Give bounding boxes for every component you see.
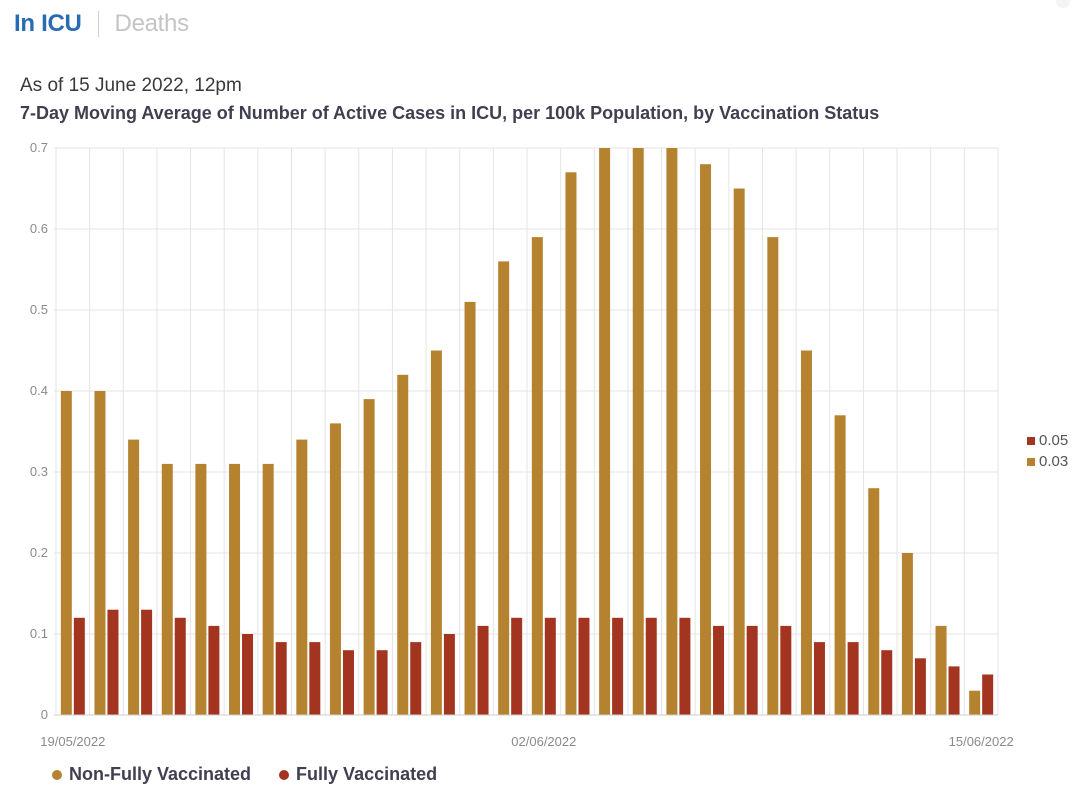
bar-non-fully-vaccinated	[464, 301, 476, 715]
side-legend-row: 0.05	[1027, 430, 1068, 451]
bar-fully-vaccinated	[208, 625, 220, 715]
bar-non-fully-vaccinated	[666, 148, 678, 715]
legend-dot-non-fully	[52, 769, 62, 780]
bar-non-fully-vaccinated	[969, 690, 981, 715]
bar-fully-vaccinated	[544, 617, 556, 715]
y-tick-label: 0.3	[30, 464, 48, 479]
bar-non-fully-vaccinated	[565, 172, 577, 716]
bar-non-fully-vaccinated	[632, 148, 644, 715]
bar-non-fully-vaccinated	[229, 463, 241, 715]
bar-fully-vaccinated	[982, 674, 994, 715]
as-of-date: As of 15 June 2022, 12pm	[20, 75, 242, 96]
corner-indicator	[1056, 0, 1070, 8]
bar-fully-vaccinated	[511, 617, 523, 715]
bar-fully-vaccinated	[107, 609, 119, 715]
bar-non-fully-vaccinated	[599, 148, 611, 715]
bar-non-fully-vaccinated	[195, 463, 207, 715]
bar-non-fully-vaccinated	[94, 391, 106, 715]
bar-non-fully-vaccinated	[531, 237, 543, 715]
bar-non-fully-vaccinated	[935, 625, 947, 715]
bar-fully-vaccinated	[410, 642, 422, 715]
y-tick-label: 0.1	[30, 626, 48, 641]
bar-fully-vaccinated	[881, 650, 893, 715]
y-tick-label: 0.4	[30, 383, 48, 398]
side-legend-row: 0.03	[1027, 451, 1068, 472]
bar-fully-vaccinated	[275, 642, 287, 715]
bar-fully-vaccinated	[443, 634, 455, 715]
bar-fully-vaccinated	[174, 617, 186, 715]
bar-fully-vaccinated	[376, 650, 388, 715]
legend-label-non-fully: Non-Fully Vaccinated	[69, 764, 252, 784]
y-tick-label: 0.5	[30, 302, 48, 317]
bar-fully-vaccinated	[612, 617, 624, 715]
side-legend-swatch-non-fully	[1027, 457, 1035, 466]
bar-non-fully-vaccinated	[901, 553, 913, 715]
bar-non-fully-vaccinated	[161, 463, 173, 715]
chart-legend: Non-Fully Vaccinated Fully Vaccinated	[52, 764, 465, 785]
legend-label-fully: Fully Vaccinated	[296, 764, 438, 784]
icu-bar-chart: 0 0.1 0.2 0.3 0.4 0.5 0.6 0.7 19/05/2022 02/06/20…	[30, 140, 1014, 749]
tab-divider	[97, 11, 99, 37]
bar-non-fully-vaccinated	[329, 423, 341, 715]
bar-non-fully-vaccinated	[296, 439, 308, 715]
tab-deaths[interactable]: Deaths	[114, 10, 190, 37]
bar-non-fully-vaccinated	[868, 488, 880, 715]
x-tick-label: 15/06/2022	[949, 734, 1014, 749]
tab-in-icu[interactable]: In ICU	[14, 10, 82, 37]
bar-non-fully-vaccinated	[733, 188, 745, 715]
bar-non-fully-vaccinated	[397, 374, 409, 715]
legend-item-non-fully-vaccinated[interactable]: Non-Fully Vaccinated	[52, 764, 251, 785]
tab-bar: In ICU Deaths	[14, 6, 189, 42]
bar-fully-vaccinated	[578, 617, 590, 715]
bar-non-fully-vaccinated	[700, 164, 712, 715]
y-tick-label: 0.7	[30, 140, 48, 155]
legend-item-fully-vaccinated[interactable]: Fully Vaccinated	[279, 764, 437, 785]
bar-non-fully-vaccinated	[60, 391, 72, 715]
y-tick-label: 0	[41, 707, 48, 722]
bar-non-fully-vaccinated	[430, 350, 442, 715]
bar-non-fully-vaccinated	[767, 237, 779, 715]
bar-fully-vaccinated	[242, 634, 254, 715]
bar-fully-vaccinated	[780, 625, 792, 715]
bar-fully-vaccinated	[342, 650, 354, 715]
x-tick-label: 02/06/2022	[511, 734, 576, 749]
bar-fully-vaccinated	[141, 609, 153, 715]
bar-fully-vaccinated	[948, 666, 960, 715]
side-legend-value-non-fully: 0.03	[1039, 453, 1069, 470]
bar-non-fully-vaccinated	[262, 463, 274, 715]
chart-title: 7-Day Moving Average of Number of Active…	[20, 103, 880, 123]
bar-fully-vaccinated	[309, 642, 321, 715]
bar-non-fully-vaccinated	[128, 439, 140, 715]
bar-fully-vaccinated	[713, 625, 725, 715]
bar-fully-vaccinated	[73, 617, 85, 715]
bar-fully-vaccinated	[847, 642, 859, 715]
bar-fully-vaccinated	[813, 642, 825, 715]
x-tick-label: 19/05/2022	[40, 734, 105, 749]
bar-fully-vaccinated	[645, 617, 657, 715]
bar-fully-vaccinated	[746, 625, 758, 715]
side-legend-value-fully: 0.05	[1039, 432, 1069, 449]
bar-non-fully-vaccinated	[363, 399, 375, 715]
side-legend: 0.05 0.03	[1027, 430, 1068, 472]
bar-non-fully-vaccinated	[498, 261, 510, 715]
bar-non-fully-vaccinated	[800, 350, 812, 715]
bar-fully-vaccinated	[477, 625, 489, 715]
y-tick-label: 0.2	[30, 545, 48, 560]
legend-dot-fully	[279, 769, 290, 780]
bar-non-fully-vaccinated	[834, 415, 846, 715]
y-tick-label: 0.6	[30, 221, 48, 236]
bar-fully-vaccinated	[679, 617, 691, 715]
side-legend-swatch-fully	[1027, 436, 1035, 445]
bar-fully-vaccinated	[914, 658, 926, 715]
